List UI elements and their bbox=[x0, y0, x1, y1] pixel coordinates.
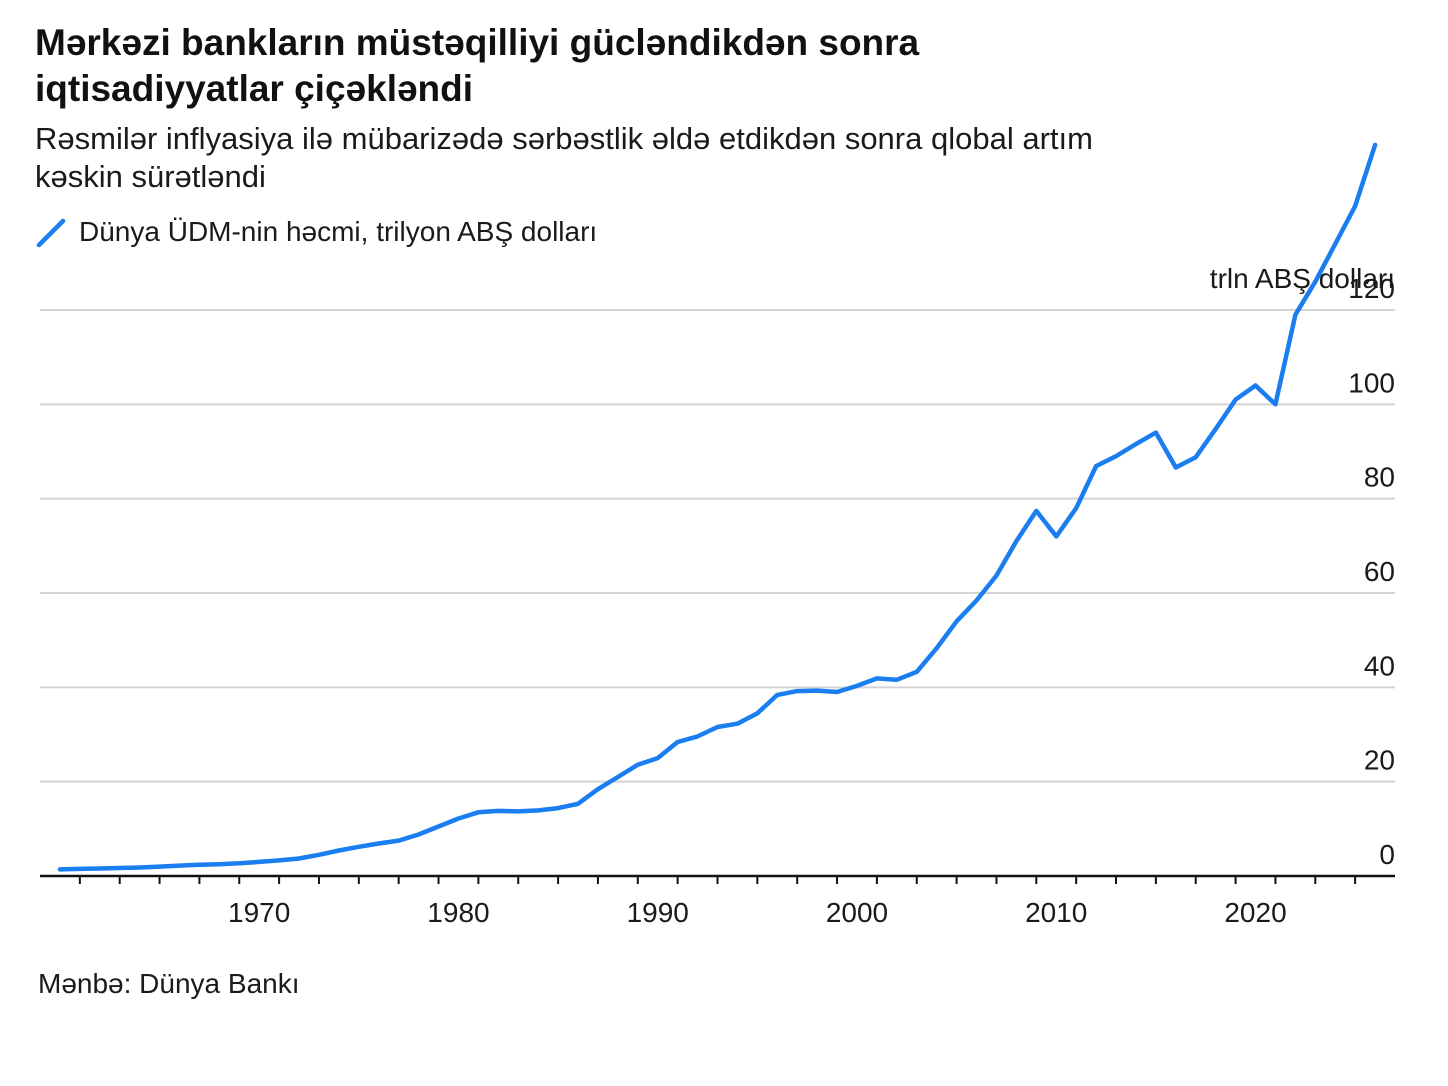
x-tick-label: 2010 bbox=[1025, 897, 1087, 928]
legend-label: Dünya ÜDM-nin həcmi, trilyon ABŞ dolları bbox=[79, 216, 598, 247]
y-axis-label: trln ABŞ dolları bbox=[1210, 263, 1395, 294]
y-tick-label: 40 bbox=[1364, 650, 1395, 681]
source-note: Mənbə: Dünya Bankı bbox=[38, 968, 300, 999]
chart-subtitle: Rəsmilər inflyasiya ilə mübarizədə sərbə… bbox=[35, 121, 1093, 194]
y-tick-label: 120 bbox=[1348, 273, 1395, 304]
series-line-world-gdp bbox=[57, 142, 1378, 872]
x-tick-label: 1970 bbox=[228, 897, 290, 928]
y-tick-label: 100 bbox=[1348, 367, 1395, 398]
chart-title: Mərkəzi bankların müstəqilliyi gücləndik… bbox=[35, 22, 920, 109]
legend-line-icon bbox=[36, 218, 66, 248]
y-tick-label: 60 bbox=[1364, 556, 1395, 587]
x-tick-label: 2020 bbox=[1224, 897, 1286, 928]
legend: Dünya ÜDM-nin həcmi, trilyon ABŞ dolları bbox=[35, 212, 597, 252]
x-tick-label: 1990 bbox=[627, 897, 689, 928]
y-tick-label: 80 bbox=[1364, 462, 1395, 493]
y-tick-label: 0 bbox=[1379, 839, 1395, 870]
x-tick-label: 2000 bbox=[826, 897, 888, 928]
x-tick-label: 1980 bbox=[427, 897, 489, 928]
y-tick-label: 20 bbox=[1364, 745, 1395, 776]
